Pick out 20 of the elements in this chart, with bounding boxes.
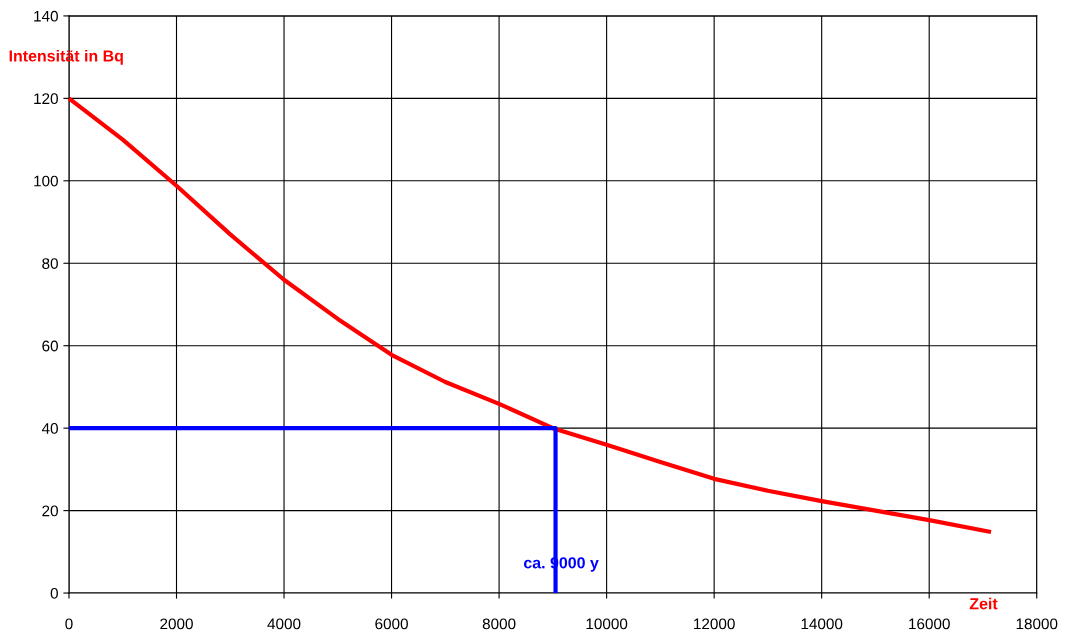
x-tick-label: 10000 xyxy=(586,618,628,630)
x-tick-label: 14000 xyxy=(801,618,843,630)
y-tick-label: 60 xyxy=(42,340,58,352)
y-tick-label: 80 xyxy=(42,258,58,269)
y-tick-label: 120 xyxy=(34,93,58,105)
x-tick-label: 4000 xyxy=(267,618,301,630)
x-tick-label: 12000 xyxy=(694,618,735,630)
x-axis-title: Zeit xyxy=(969,597,998,610)
y-tick-label: 0 xyxy=(50,587,58,599)
x-tick-label: 6000 xyxy=(375,618,408,630)
x-tick-label: 16000 xyxy=(909,618,950,630)
y-tick-label: 100 xyxy=(34,175,58,187)
x-tick-label: 8000 xyxy=(482,618,516,630)
x-tick-label: 0 xyxy=(65,618,73,630)
line-series xyxy=(66,96,994,535)
y-tick-label: 20 xyxy=(42,505,58,517)
y-tick-label: 40 xyxy=(41,423,58,434)
y-tick-label: 140 xyxy=(34,10,58,22)
x-tick-label: 2000 xyxy=(160,618,193,630)
x-tick-label: 18000 xyxy=(1016,618,1058,630)
